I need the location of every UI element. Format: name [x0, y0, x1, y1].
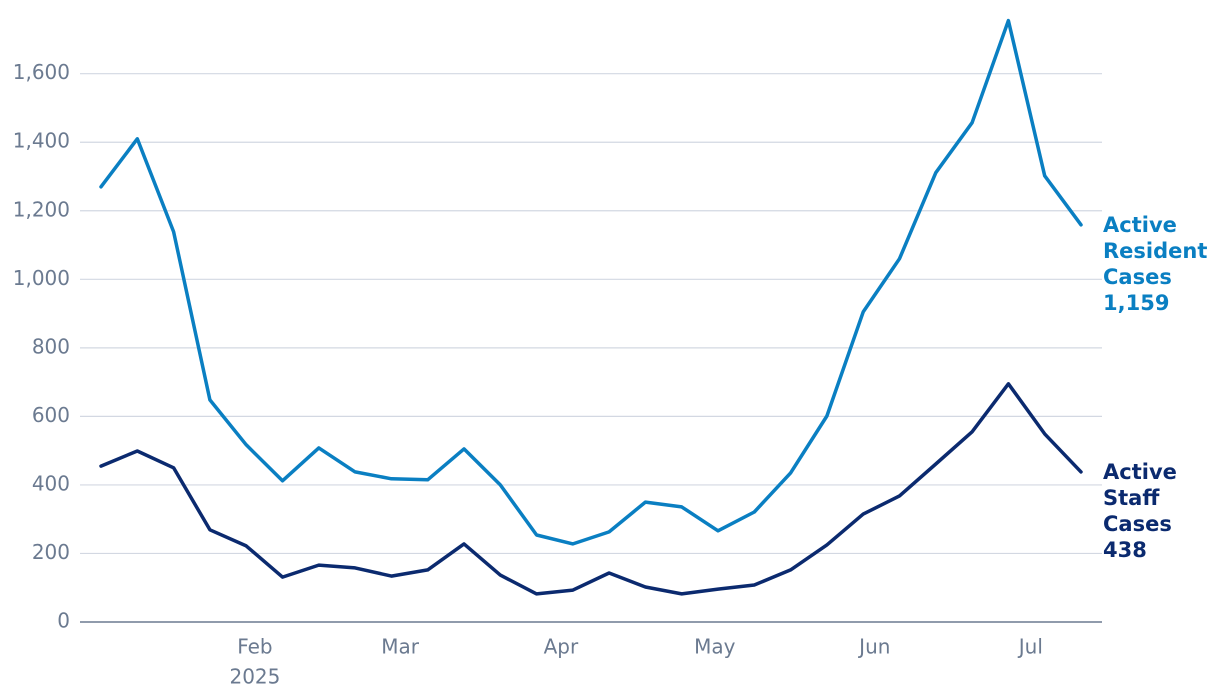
x-tick-label: Apr — [544, 635, 579, 659]
data-line — [99, 18, 1083, 546]
x-tick-label: May — [694, 635, 736, 659]
y-tick-label: 800 — [32, 334, 70, 358]
y-tick-label: 600 — [32, 403, 70, 427]
end-label: Active Staff Cases 438 — [1103, 459, 1177, 563]
x-tick-label: Jul — [1017, 635, 1043, 659]
y-tick-label: 400 — [32, 471, 70, 495]
series-name: Active Resident Cases — [1103, 212, 1208, 289]
y-tick-label: 1,400 — [13, 129, 70, 153]
y-tick-label: 200 — [32, 540, 70, 564]
x-tick-label: Feb — [237, 635, 272, 659]
value-label: 1,159 — [1103, 290, 1170, 315]
y-tick-label: 0 — [57, 609, 70, 633]
x-tick-label: Jun — [857, 635, 890, 659]
x-year-label: 2025 — [229, 665, 280, 689]
end-label: Active Resident Cases 1,159 — [1103, 212, 1207, 316]
data-line — [99, 382, 1083, 596]
y-tick-label: 1,200 — [13, 197, 70, 221]
series-name: Active Staff Cases — [1103, 459, 1177, 536]
x-tick-label: Mar — [381, 635, 420, 659]
y-tick-label: 1,000 — [13, 266, 70, 290]
y-tick-label: 1,600 — [13, 60, 70, 84]
value-label: 438 — [1103, 537, 1147, 562]
